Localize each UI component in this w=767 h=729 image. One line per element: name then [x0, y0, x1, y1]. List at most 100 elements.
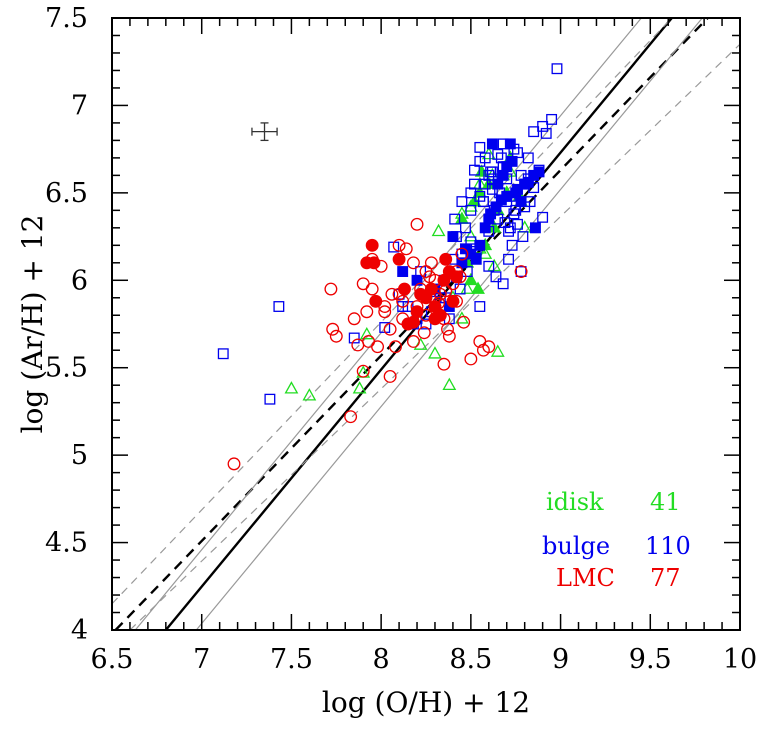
tick-labels: 6.5 7 7.5 8 8.5 9 9.5 10 4 4.5 5 5.5 6 6.5 7 7.5 [45, 3, 757, 675]
x-tick-label: 10 [723, 644, 757, 675]
point-lmc-circle-open [410, 217, 424, 231]
point-bulge-square-filled [530, 222, 541, 234]
x-tick-label: 7 [193, 644, 210, 675]
point-bulge-square-open [468, 164, 480, 176]
point-lmc-circle-filled [369, 294, 383, 308]
line-dashed-gray-upper [112, 18, 673, 605]
point-lmc-circle-filled [439, 252, 453, 266]
point-lmc-circle-filled [365, 238, 379, 252]
legend-label-bulge: bulge [542, 532, 610, 560]
point-bulge-square-open [492, 148, 504, 160]
point-idisk-triangle-open [302, 388, 317, 401]
point-bulge-square-filled [485, 208, 497, 220]
point-lmc-circle-filled [428, 312, 442, 326]
point-bulge-square-open [546, 113, 558, 125]
point-idisk-triangle-open [431, 223, 446, 237]
point-lmc-circle-open [344, 410, 358, 424]
point-lmc-circle-filled [446, 294, 460, 308]
legend: idisk 41 bulge 110 LMC 77 [542, 488, 691, 592]
point-lmc-circle-open [329, 329, 343, 343]
point-bulge-square-open [490, 271, 502, 283]
point-lmc-circle-open [383, 322, 397, 336]
point-bulge-square-open [449, 213, 461, 225]
point-bulge-square-open [474, 301, 486, 312]
point-lmc-circle-open [455, 247, 469, 261]
point-lmc-circle-open [362, 335, 376, 348]
point-lmc-circle-filled [392, 252, 406, 266]
point-bulge-square-open [264, 393, 276, 405]
point-bulge-square-open [479, 178, 491, 190]
point-lmc-circle-open [389, 340, 402, 354]
point-lmc-circle-open [417, 326, 431, 340]
point-lmc-circle-filled [367, 256, 381, 270]
point-idisk-triangle-open [517, 220, 532, 233]
point-lmc-circle-open [392, 238, 406, 252]
legend-count-lmc: 77 [650, 564, 681, 592]
legend-label-lmc: LMC [556, 564, 615, 592]
point-lmc-circle-open [351, 338, 365, 352]
point-bulge-square-open [506, 239, 518, 251]
point-lmc-circle-filled [450, 270, 463, 284]
legend-label-idisk: idisk [546, 488, 604, 516]
x-tick-label: 8.5 [449, 644, 492, 675]
point-bulge-square-open [348, 332, 360, 344]
point-idisk-triangle-open [284, 381, 299, 394]
point-bulge-square-filled [522, 176, 534, 188]
point-bulge-square-open [551, 63, 563, 75]
data-points [217, 63, 563, 471]
point-lmc-circle-open [383, 370, 397, 383]
point-bulge-square-open [460, 222, 471, 234]
point-lmc-circle-open [227, 457, 241, 471]
point-lmc-circle-filled [424, 282, 438, 296]
x-tick-label: 6.5 [91, 644, 134, 675]
point-lmc-circle-open [442, 329, 456, 343]
point-bulge-square-open [497, 278, 509, 290]
point-lmc-circle-open [437, 357, 451, 371]
point-bulge-square-open [503, 225, 514, 237]
point-idisk-triangle-open [442, 377, 457, 391]
point-lmc-circle-open [347, 312, 361, 326]
x-tick-label: 8 [373, 644, 390, 675]
point-lmc-circle-open [378, 305, 392, 319]
point-lmc-circle-open [360, 305, 374, 319]
x-tick-label: 9 [552, 644, 569, 675]
point-lmc-circle-open [356, 364, 370, 378]
point-bulge-square-filled [512, 183, 523, 195]
point-bulge-square-open [217, 348, 229, 360]
y-tick-label: 6 [71, 265, 88, 296]
point-bulge-square-filled [474, 239, 486, 251]
point-idisk-triangle-open [359, 326, 374, 340]
line-dashed-gray-lower [129, 43, 740, 630]
point-lmc-circle-open [457, 315, 471, 329]
y-tick-label: 4.5 [45, 528, 88, 559]
point-bulge-square-filled [486, 138, 498, 150]
point-bulge-square-open [508, 208, 520, 220]
point-bulge-square-open [515, 266, 527, 277]
point-idisk-triangle-open [428, 346, 442, 359]
y-tick-label: 7 [71, 90, 88, 121]
point-bulge-square-filled [504, 138, 516, 150]
point-idisk-triangle-filled [463, 272, 478, 286]
point-lmc-circle-open [365, 282, 379, 296]
point-bulge-square-open [522, 152, 534, 164]
point-bulge-square-open [503, 253, 514, 265]
point-bulge-square-open [456, 196, 468, 208]
point-idisk-triangle-filled [471, 281, 485, 294]
point-lmc-circle-filled [406, 315, 420, 329]
point-lmc-circle-filled [398, 282, 411, 296]
point-bulge-square-open [468, 178, 480, 190]
point-bulge-square-open [479, 152, 491, 164]
legend-count-bulge: 110 [645, 532, 691, 560]
point-lmc-circle-open [464, 352, 478, 366]
point-bulge-square-open [499, 217, 511, 229]
point-bulge-square-open [483, 260, 495, 272]
point-idisk-triangle-open [463, 229, 478, 242]
point-bulge-square-filled [515, 196, 527, 208]
point-lmc-circle-open [396, 294, 410, 308]
point-lmc-circle-open [514, 265, 528, 278]
point-bulge-square-open [537, 120, 549, 132]
point-lmc-circle-open [399, 242, 413, 256]
point-idisk-triangle-open [490, 344, 505, 357]
point-idisk-triangle-open [413, 337, 428, 350]
